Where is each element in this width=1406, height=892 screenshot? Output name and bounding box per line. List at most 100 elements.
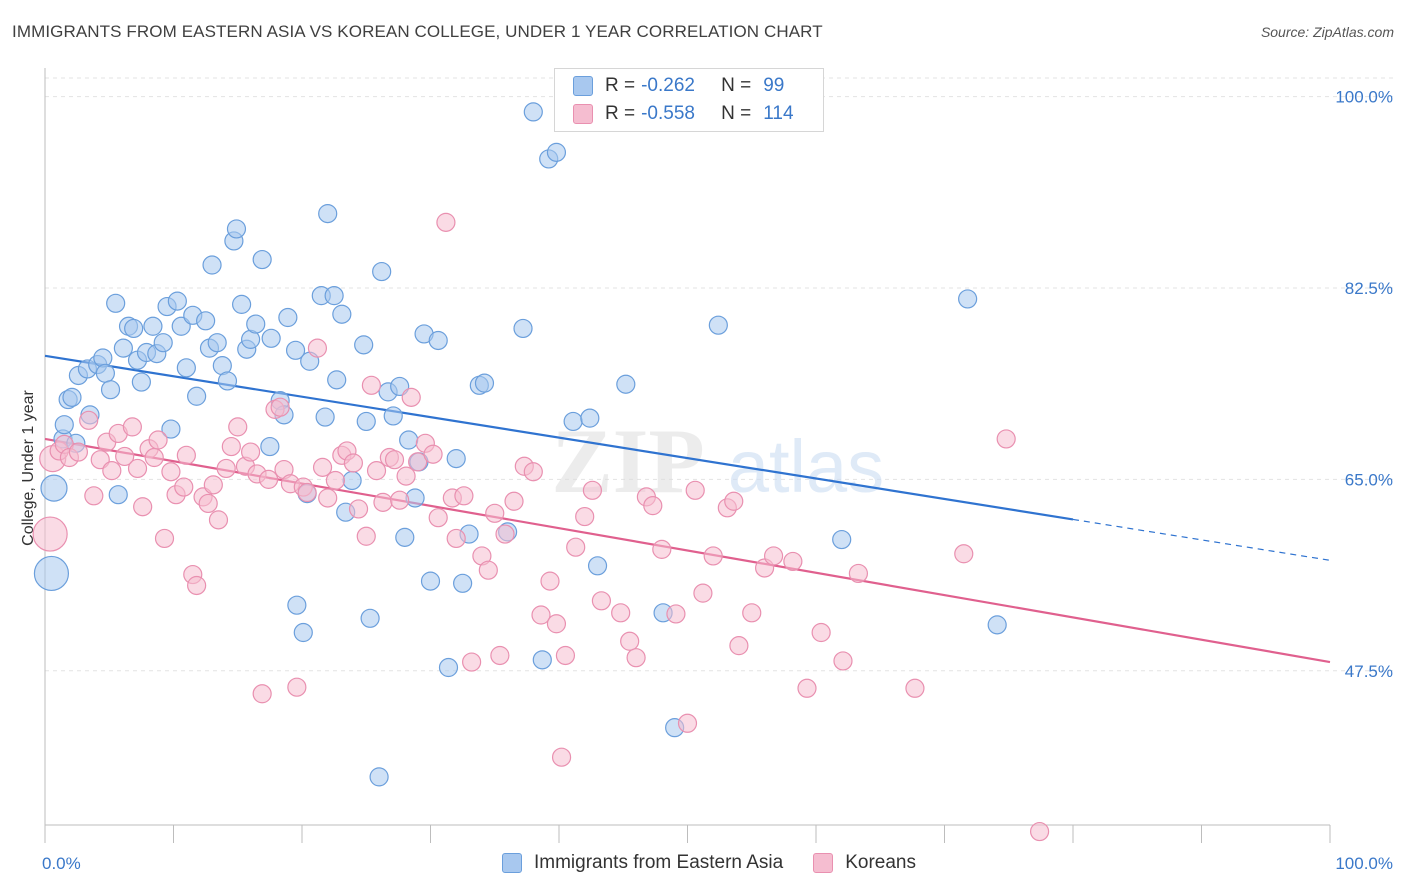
source-credit: Source: ZipAtlas.com xyxy=(1260,24,1394,40)
point-korean xyxy=(504,491,524,511)
point-eastern-asia xyxy=(453,573,473,593)
legend-swatch-blue xyxy=(573,76,593,96)
axes xyxy=(44,68,1331,843)
point-eastern-asia xyxy=(285,340,306,360)
data-points xyxy=(32,102,1050,842)
point-korean xyxy=(161,462,181,482)
point-eastern-asia xyxy=(369,767,389,787)
legend-label-eastern-asia: Immigrants from Eastern Asia xyxy=(534,852,784,873)
point-eastern-asia xyxy=(318,204,338,224)
point-eastern-asia xyxy=(315,407,335,427)
stats-legend: R = -0.262 N = 99 R = -0.558 N = 114 xyxy=(554,68,824,132)
point-korean xyxy=(221,436,241,457)
point-korean xyxy=(729,636,749,656)
point-korean xyxy=(555,645,576,666)
point-korean xyxy=(620,631,640,651)
point-eastern-asia xyxy=(187,386,207,406)
point-eastern-asia xyxy=(167,291,187,311)
point-eastern-asia xyxy=(202,255,222,275)
point-korean xyxy=(575,506,595,527)
point-korean xyxy=(68,442,89,462)
point-korean xyxy=(1029,821,1050,842)
point-korean xyxy=(366,461,387,481)
point-eastern-asia xyxy=(332,304,352,324)
point-eastern-asia xyxy=(342,470,362,491)
point-korean xyxy=(996,429,1016,449)
point-korean xyxy=(446,528,466,549)
point-korean xyxy=(401,387,421,407)
point-korean xyxy=(297,482,317,503)
point-korean xyxy=(115,446,135,467)
point-korean xyxy=(216,458,236,479)
point-korean xyxy=(258,469,279,489)
point-korean xyxy=(454,486,474,506)
chart-title: IMMIGRANTS FROM EASTERN ASIA VS KOREAN C… xyxy=(12,22,823,41)
legend-row-koreans: R = -0.558 N = 114 xyxy=(573,101,794,127)
point-korean xyxy=(566,537,586,557)
point-eastern-asia xyxy=(523,102,543,122)
point-korean xyxy=(325,470,346,491)
point-korean xyxy=(490,645,510,666)
point-eastern-asia xyxy=(131,372,151,392)
point-korean xyxy=(176,445,196,465)
point-eastern-asia xyxy=(958,289,978,309)
point-korean xyxy=(390,490,410,510)
point-korean xyxy=(348,499,369,519)
point-korean xyxy=(356,526,376,546)
legend-r-value: -0.262 xyxy=(641,75,695,96)
legend-swatch-blue xyxy=(502,853,522,873)
point-korean xyxy=(396,466,416,486)
trend-line-eastern-asia xyxy=(44,354,1074,521)
point-eastern-asia xyxy=(399,430,419,450)
point-korean xyxy=(79,410,99,430)
point-eastern-asia xyxy=(113,338,133,358)
point-korean xyxy=(626,648,646,668)
point-korean xyxy=(270,397,290,417)
point-korean xyxy=(531,605,551,625)
point-korean xyxy=(102,461,122,481)
point-korean xyxy=(742,603,762,623)
point-eastern-asia xyxy=(217,371,238,391)
point-korean xyxy=(148,430,168,450)
point-eastern-asia xyxy=(124,318,144,339)
legend-r-value: -0.558 xyxy=(641,103,695,124)
point-korean xyxy=(848,563,869,584)
point-eastern-asia xyxy=(474,373,495,393)
y-tick-label: 82.5% xyxy=(1345,279,1393,298)
legend-swatch-pink xyxy=(573,104,593,124)
point-korean xyxy=(198,493,218,514)
point-eastern-asia xyxy=(232,294,252,314)
point-eastern-asia xyxy=(176,358,196,378)
point-eastern-asia xyxy=(428,330,448,351)
point-eastern-asia xyxy=(252,249,272,270)
point-korean xyxy=(833,651,853,671)
x-tick-label-min: 0.0% xyxy=(42,854,81,873)
point-korean xyxy=(423,444,443,464)
point-korean xyxy=(203,475,223,495)
legend-r-label: R = xyxy=(605,103,636,124)
point-korean xyxy=(546,614,567,634)
point-eastern-asia xyxy=(153,333,173,353)
point-korean xyxy=(32,516,68,552)
point-eastern-asia xyxy=(438,657,459,678)
point-eastern-asia xyxy=(62,387,82,407)
point-korean xyxy=(905,678,925,698)
watermark-atlas: atlas xyxy=(728,425,884,508)
point-korean xyxy=(954,544,974,564)
point-korean xyxy=(361,375,381,395)
point-korean xyxy=(241,442,261,462)
y-tick-label: 100.0% xyxy=(1335,88,1393,107)
legend-n-label: N = xyxy=(721,103,752,124)
point-korean xyxy=(643,496,663,516)
point-korean xyxy=(485,503,505,523)
point-korean xyxy=(312,457,333,477)
point-eastern-asia xyxy=(207,333,227,353)
point-korean xyxy=(208,510,229,530)
point-eastern-asia xyxy=(546,142,567,162)
point-korean xyxy=(495,524,515,544)
legend-n-label: N = xyxy=(721,75,752,96)
point-korean xyxy=(318,488,338,508)
point-korean xyxy=(797,678,817,698)
point-eastern-asia xyxy=(293,622,313,643)
point-eastern-asia xyxy=(40,474,68,502)
